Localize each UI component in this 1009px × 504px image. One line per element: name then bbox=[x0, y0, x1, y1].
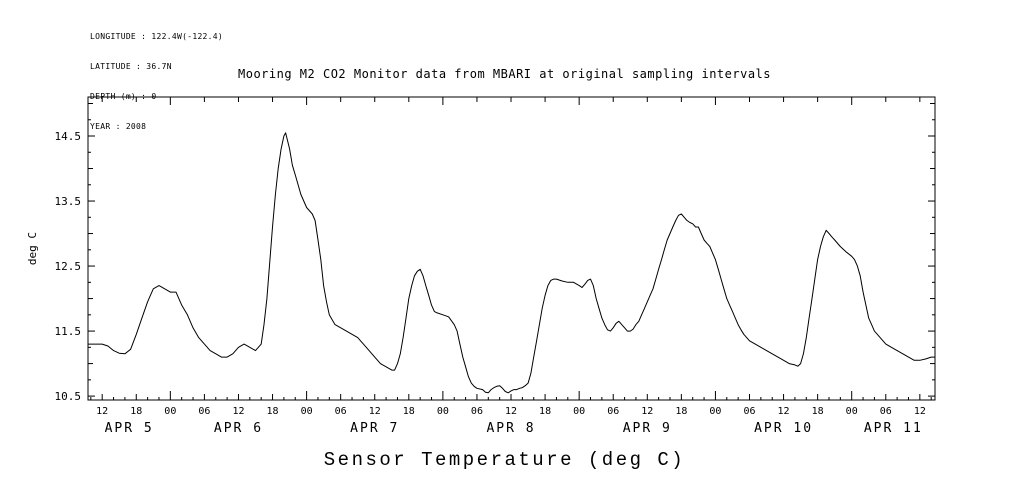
x-hour-label: 12 bbox=[232, 406, 244, 417]
y-tick-label: 13.5 bbox=[55, 195, 82, 208]
meta-year: YEAR : 2008 bbox=[90, 122, 147, 131]
temperature-line bbox=[87, 132, 936, 394]
x-hour-label: 00 bbox=[709, 406, 721, 417]
x-hour-label: 06 bbox=[198, 406, 210, 417]
x-date-label: APR 6 bbox=[214, 421, 263, 436]
y-tick-label: 11.5 bbox=[55, 325, 82, 338]
x-hour-label: 06 bbox=[880, 406, 892, 417]
x-axis-title: Sensor Temperature (deg C) bbox=[323, 449, 686, 471]
y-axis-label: deg C bbox=[26, 232, 39, 265]
x-hour-label: 18 bbox=[403, 406, 415, 417]
x-hour-label: 12 bbox=[641, 406, 653, 417]
x-date-label: APR 11 bbox=[864, 421, 923, 436]
x-hour-label: 12 bbox=[778, 406, 790, 417]
x-hour-label: 12 bbox=[505, 406, 517, 417]
x-hour-label: 18 bbox=[130, 406, 142, 417]
x-hour-label: 18 bbox=[267, 406, 279, 417]
y-tick-label: 10.5 bbox=[55, 390, 82, 403]
x-hour-label: 18 bbox=[675, 406, 687, 417]
x-date-label: APR 7 bbox=[350, 421, 399, 436]
y-tick-label: 12.5 bbox=[55, 260, 82, 273]
meta-latitude: LATITUDE : 36.7N bbox=[90, 62, 172, 71]
y-tick-label: 14.5 bbox=[55, 130, 82, 143]
x-hour-label: 00 bbox=[164, 406, 176, 417]
meta-longitude: LONGITUDE : 122.4W(-122.4) bbox=[90, 32, 224, 41]
x-hour-label: 12 bbox=[369, 406, 381, 417]
x-hour-label: 06 bbox=[743, 406, 755, 417]
x-date-label: APR 5 bbox=[105, 421, 154, 436]
x-hour-label: 18 bbox=[812, 406, 824, 417]
x-hour-label: 06 bbox=[335, 406, 347, 417]
x-hour-label: 06 bbox=[471, 406, 483, 417]
x-hour-label: 18 bbox=[539, 406, 551, 417]
x-hour-label: 00 bbox=[301, 406, 313, 417]
x-hour-label: 00 bbox=[437, 406, 449, 417]
x-hour-label: 12 bbox=[914, 406, 926, 417]
plot-frame bbox=[87, 96, 936, 401]
x-date-label: APR 8 bbox=[486, 421, 535, 436]
x-hour-label: 12 bbox=[96, 406, 108, 417]
x-date-label: APR 10 bbox=[754, 421, 813, 436]
x-hour-label: 00 bbox=[573, 406, 585, 417]
chart-title: Mooring M2 CO2 Monitor data from MBARI a… bbox=[238, 67, 771, 81]
x-hour-label: 00 bbox=[846, 406, 858, 417]
x-date-label: APR 9 bbox=[623, 421, 672, 436]
x-hour-label: 06 bbox=[607, 406, 619, 417]
